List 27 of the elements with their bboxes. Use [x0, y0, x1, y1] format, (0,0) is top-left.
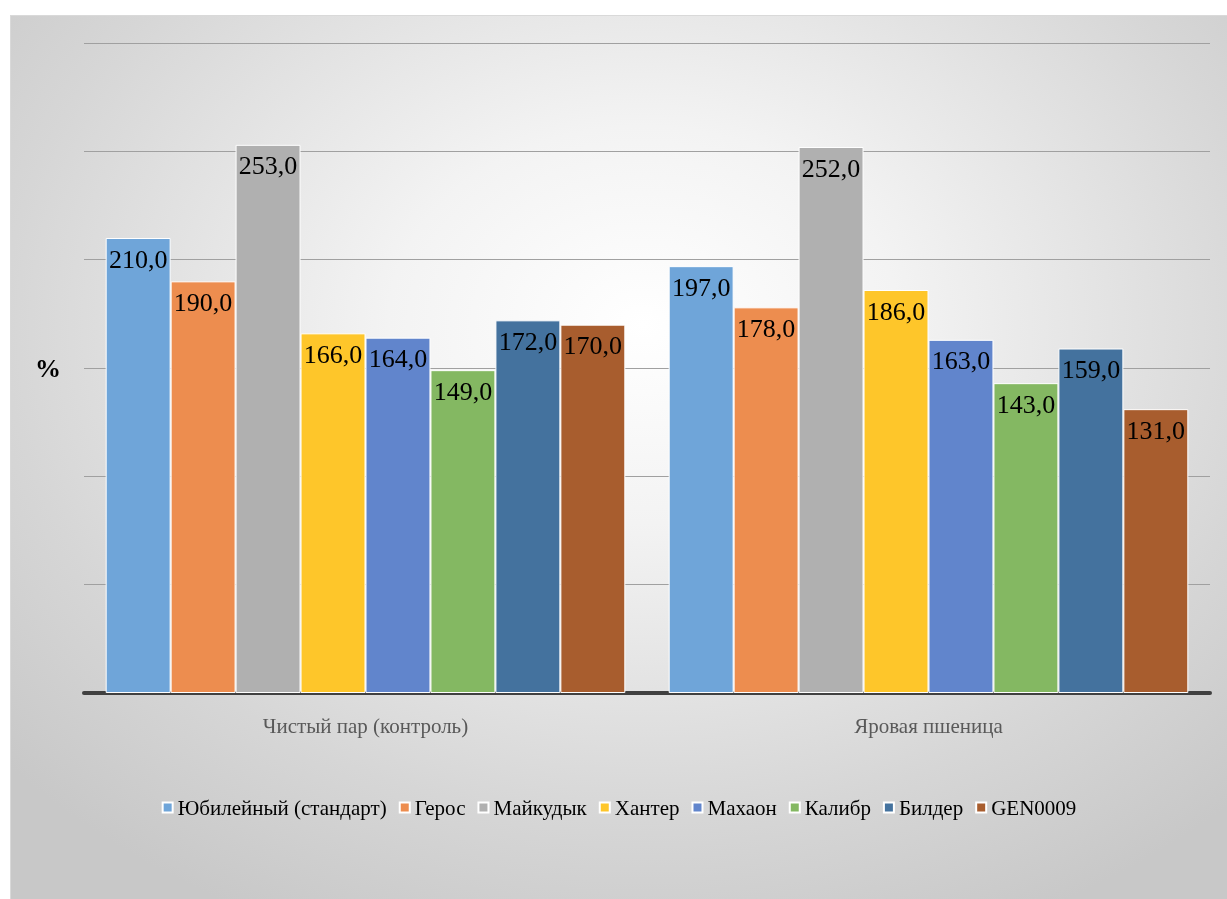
data-label: 166,0	[303, 339, 363, 369]
data-label: 197,0	[671, 272, 731, 302]
data-label: 172,0	[498, 326, 558, 356]
y-axis-title: %	[35, 353, 61, 383]
x-tick-label: Яровая пшеница	[854, 713, 1004, 738]
data-label: 170,0	[563, 331, 623, 361]
legend-label: Юбилейный (стандарт)	[177, 795, 387, 820]
data-label: 143,0	[996, 389, 1056, 419]
data-label: 131,0	[1126, 415, 1186, 445]
data-label: 149,0	[433, 376, 493, 406]
legend-label: Хантер	[614, 795, 680, 820]
legend-label: GEN0009	[991, 795, 1077, 820]
data-label: 186,0	[866, 296, 926, 326]
data-label: 253,0	[238, 151, 298, 181]
data-label: 164,0	[368, 344, 428, 374]
legend-label: Махаон	[707, 795, 777, 820]
data-label: 178,0	[736, 313, 796, 343]
legend-label: Калибр	[804, 795, 871, 820]
data-label: 163,0	[931, 346, 991, 376]
data-label: 210,0	[108, 244, 168, 274]
legend-label: Майкудык	[493, 795, 588, 820]
x-tick-label: Чистый пар (контроль)	[262, 713, 469, 738]
data-label: 159,0	[1061, 355, 1121, 384]
legend-label: Билдер	[898, 795, 964, 820]
legend-label: Герос	[414, 795, 466, 820]
data-label: 252,0	[801, 153, 861, 183]
data-label: 190,0	[173, 287, 233, 317]
